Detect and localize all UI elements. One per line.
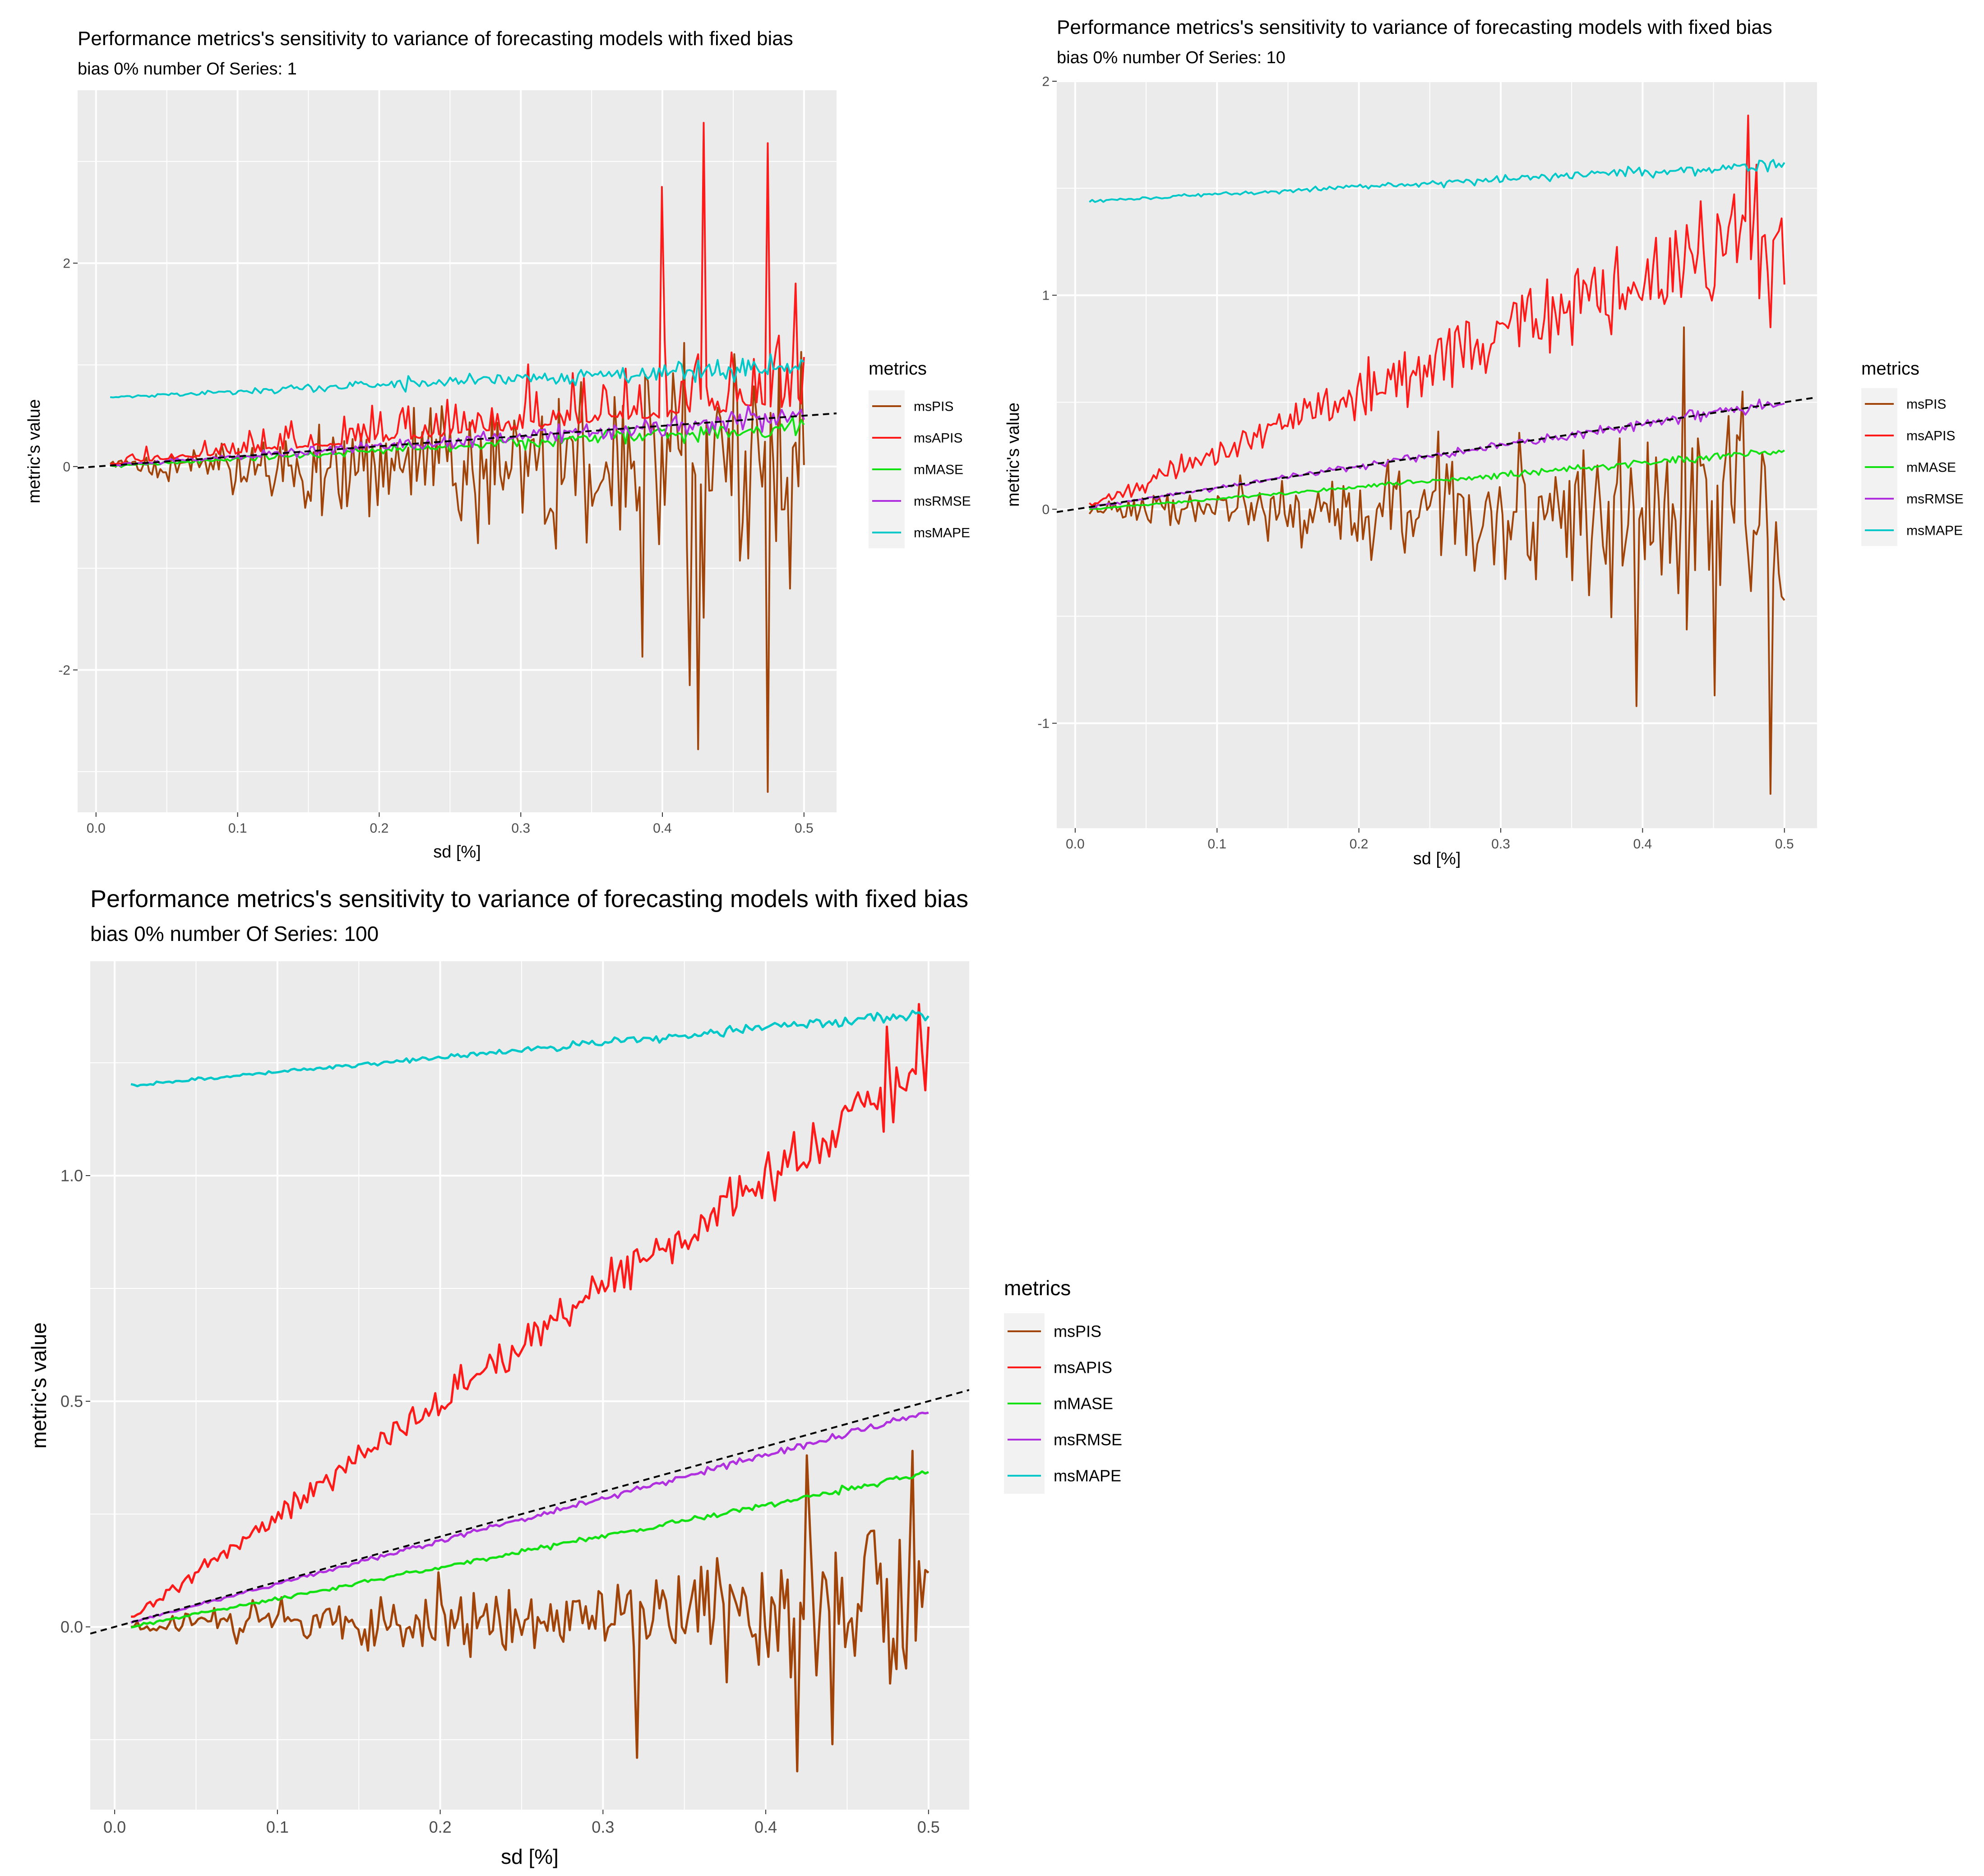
x-tick-label: 0.1	[228, 821, 247, 836]
series-line-msPIS	[1088, 326, 1785, 795]
y-tick-label: -1	[1037, 716, 1050, 731]
x-tick-label: 0.1	[266, 1818, 289, 1836]
x-axis-label: sd [%]	[1413, 849, 1461, 868]
legend-title: metrics	[869, 359, 927, 379]
x-tick-label: 0.1	[1207, 837, 1226, 852]
legend-label-mMASE: mMASE	[1054, 1394, 1113, 1413]
legend-label-msMAPE: msMAPE	[1906, 523, 1963, 538]
plot-background	[78, 90, 837, 812]
legend-label-msPIS: msPIS	[914, 399, 953, 414]
legend-title: metrics	[1861, 359, 1919, 379]
legend-label-msMAPE: msMAPE	[1054, 1467, 1121, 1485]
chart-svg-series-100: Performance metrics's sensitivity to var…	[27, 885, 1122, 1868]
series-line-msAPIS	[131, 1003, 930, 1618]
x-tick-label: 0.0	[1066, 837, 1085, 852]
x-tick-label: 0.2	[429, 1818, 452, 1836]
chart-panel-series-10: Performance metrics's sensitivity to var…	[993, 0, 1984, 885]
x-tick-label: 0.4	[754, 1818, 777, 1836]
y-axis-label: metric's value	[1004, 403, 1023, 507]
x-tick-label: 0.0	[87, 821, 106, 836]
series-group	[1057, 114, 1817, 795]
chart-title: Performance metrics's sensitivity to var…	[78, 28, 793, 50]
chart-panel-series-1: Performance metrics's sensitivity to var…	[0, 0, 1002, 885]
y-tick-label: 2	[1042, 74, 1050, 89]
legend-label-mMASE: mMASE	[1906, 460, 1956, 475]
y-axis-label: metric's value	[27, 1322, 51, 1449]
series-line-msMAPE	[110, 353, 805, 398]
x-tick-label: 0.4	[1633, 837, 1652, 852]
x-tick-label: 0.4	[653, 821, 672, 836]
series-line-mMASE	[130, 1470, 929, 1629]
series-line-msRMSE	[130, 1411, 929, 1624]
legend-label-msRMSE: msRMSE	[1054, 1431, 1122, 1449]
legend-label-msAPIS: msAPIS	[1054, 1358, 1112, 1377]
series-line-mMASE	[1089, 449, 1785, 510]
reference-line	[78, 412, 837, 469]
y-axis-label: metric's value	[25, 399, 44, 503]
series-line-msPIS	[130, 1450, 930, 1773]
y-tick-label: 0	[63, 459, 70, 474]
series-line-msMAPE	[130, 1010, 930, 1088]
series-group	[78, 122, 837, 793]
y-tick-label: 0	[1042, 502, 1050, 517]
legend-label-msRMSE: msRMSE	[1906, 492, 1964, 507]
chart-subtitle: bias 0% number Of Series: 100	[90, 922, 379, 945]
chart-subtitle: bias 0% number Of Series: 10	[1057, 48, 1286, 67]
series-line-msMAPE	[1089, 159, 1785, 203]
y-tick-label: 0.0	[60, 1618, 83, 1636]
x-tick-label: 0.5	[1775, 837, 1794, 852]
legend-label-msPIS: msPIS	[1054, 1322, 1101, 1341]
x-axis-label: sd [%]	[501, 1845, 559, 1868]
x-tick-label: 0.5	[795, 821, 814, 836]
legend-title: metrics	[1004, 1276, 1071, 1300]
legend-label-msPIS: msPIS	[1906, 397, 1946, 412]
plot-background	[90, 961, 969, 1810]
y-tick-label: 0.5	[60, 1392, 83, 1411]
series-group	[90, 1003, 969, 1773]
chart-title: Performance metrics's sensitivity to var…	[1057, 16, 1772, 38]
legend-label-msAPIS: msAPIS	[1906, 429, 1955, 444]
series-line-msAPIS	[110, 122, 805, 465]
x-tick-label: 0.3	[511, 821, 530, 836]
legend-label-msMAPE: msMAPE	[914, 526, 970, 541]
x-axis-label: sd [%]	[433, 843, 481, 862]
y-tick-label: 1	[1042, 288, 1050, 303]
x-tick-label: 0.2	[1350, 837, 1369, 852]
legend-label-msRMSE: msRMSE	[914, 494, 971, 509]
chart-subtitle: bias 0% number Of Series: 1	[78, 60, 297, 79]
y-tick-label: 1.0	[60, 1167, 83, 1185]
x-tick-label: 0.3	[1491, 837, 1510, 852]
chart-svg-series-1: Performance metrics's sensitivity to var…	[25, 28, 971, 862]
series-line-mMASE	[110, 417, 805, 468]
chart-panel-series-100: Performance metrics's sensitivity to var…	[0, 875, 1128, 1876]
reference-line	[90, 1389, 969, 1635]
x-tick-label: 0.2	[370, 821, 389, 836]
y-tick-label: 2	[63, 256, 70, 271]
y-tick-label: -2	[58, 663, 70, 678]
chart-svg-series-10: Performance metrics's sensitivity to var…	[1004, 16, 1964, 868]
legend-label-mMASE: mMASE	[914, 463, 963, 477]
reference-line	[1057, 396, 1817, 513]
legend-label-msAPIS: msAPIS	[914, 431, 962, 446]
x-tick-label: 0.3	[592, 1818, 614, 1836]
x-tick-label: 0.0	[103, 1818, 126, 1836]
chart-title: Performance metrics's sensitivity to var…	[90, 885, 968, 913]
x-tick-label: 0.5	[917, 1818, 940, 1836]
series-line-msAPIS	[1088, 114, 1785, 507]
